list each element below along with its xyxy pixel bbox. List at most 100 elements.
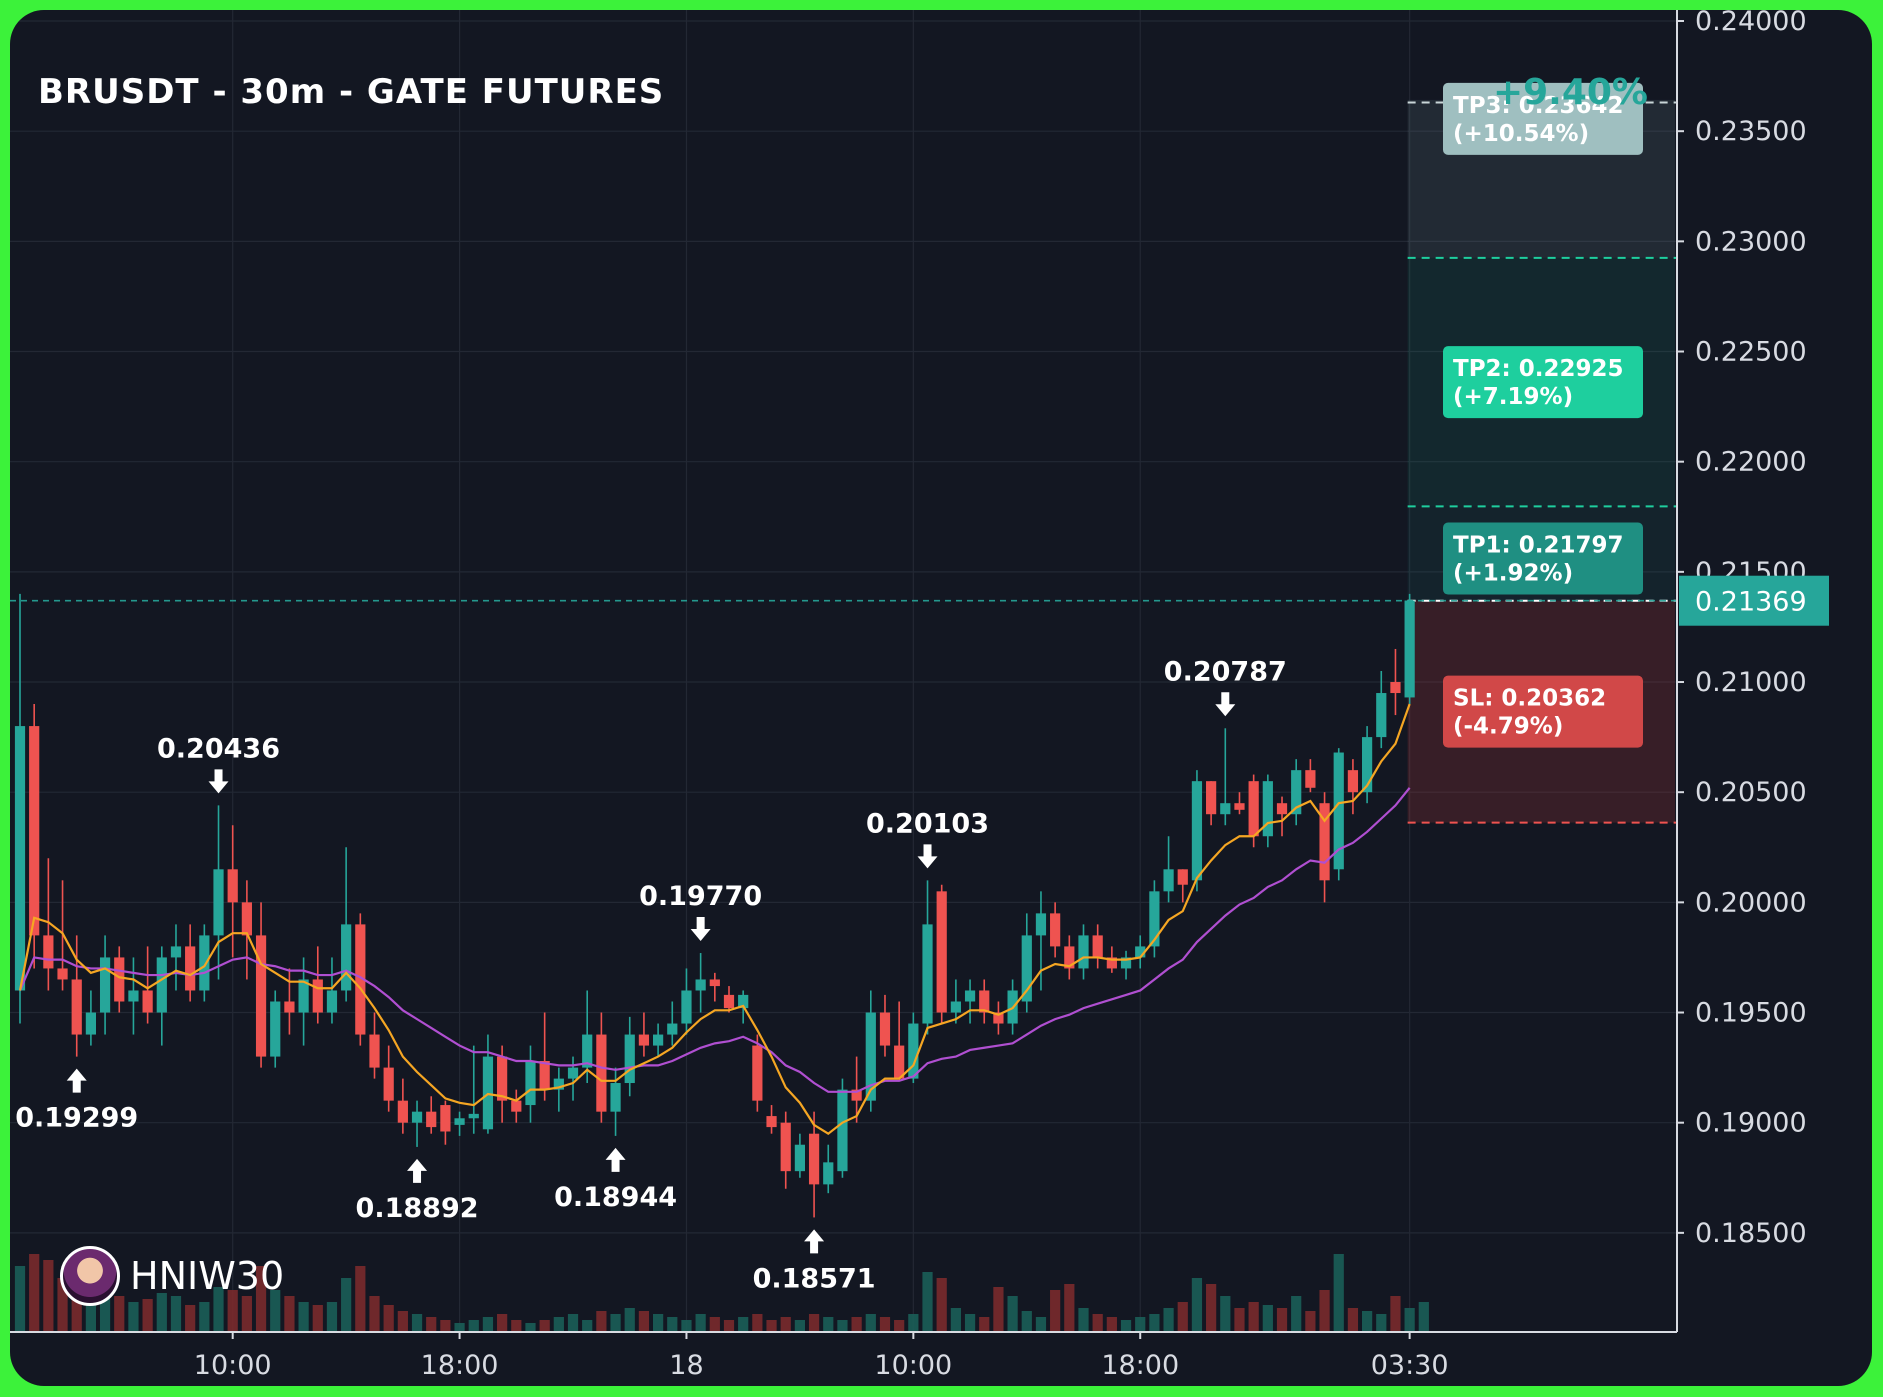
volume-bar: [312, 1305, 323, 1332]
volume-bar: [894, 1320, 905, 1332]
candle-body: [1092, 935, 1103, 958]
volume-bar: [851, 1317, 862, 1332]
volume-bar: [1291, 1296, 1302, 1332]
candle-body: [1291, 770, 1302, 815]
candle-body: [1064, 946, 1075, 969]
arrow-down-icon: [208, 769, 229, 794]
candle-body: [1234, 803, 1245, 810]
volume-bar: [270, 1290, 281, 1332]
candle-body: [185, 946, 196, 991]
volume-bar: [1361, 1311, 1373, 1332]
swing-high-label: 0.19770: [639, 881, 762, 912]
ema-fast-line: [18, 703, 1411, 1136]
swing-low-label: 0.18892: [356, 1193, 479, 1224]
candles: [14, 593, 1415, 1218]
candle-body: [14, 726, 26, 991]
candle-body: [610, 1083, 621, 1112]
volume-bar: [1418, 1302, 1429, 1332]
volume-bar: [511, 1320, 522, 1332]
candle-body: [922, 924, 933, 1024]
volume-bar: [185, 1305, 196, 1332]
volume-bar: [43, 1260, 54, 1332]
tp1-label: TP1: 0.21797(+1.92%): [1443, 522, 1643, 595]
y-tick-label: 0.22000: [1695, 447, 1807, 478]
volume-bar: [582, 1320, 593, 1332]
candle-body: [638, 1034, 650, 1046]
arrow-up-icon: [804, 1229, 825, 1254]
volume-bar: [1064, 1284, 1075, 1332]
candle-body: [723, 994, 735, 1009]
candle-body: [865, 1012, 876, 1101]
chart-frame: 0.19299 0.20436 0.18892 0.18944 0.19770 0.185…: [10, 10, 1872, 1386]
x-tick-label: 10:00: [874, 1350, 952, 1381]
volume-bar: [14, 1266, 26, 1332]
candle-body: [440, 1105, 451, 1132]
volume-bar: [426, 1317, 437, 1332]
price-chart[interactable]: 0.19299 0.20436 0.18892 0.18944 0.19770 0.185…: [10, 10, 1872, 1386]
x-tick-label: 18: [669, 1350, 703, 1381]
candle-body: [766, 1116, 777, 1128]
candle-body: [596, 1034, 607, 1112]
candle-body: [738, 994, 749, 1009]
volume-bar: [1007, 1296, 1018, 1332]
current-price-label: 0.21369: [1695, 587, 1807, 618]
candle-body: [57, 968, 68, 980]
volume-bar: [1021, 1311, 1032, 1332]
total-gain-label: +9.40%: [1492, 72, 1648, 113]
candle-body: [582, 1034, 593, 1068]
swing-low-label: 0.18571: [753, 1263, 876, 1294]
tp3-label-box: [1443, 82, 1643, 155]
volume-bar: [114, 1296, 125, 1332]
volume-bar: [468, 1320, 479, 1332]
candle-body: [312, 979, 323, 1013]
candle-body: [199, 935, 210, 991]
swing-high-label: 0.20436: [157, 733, 280, 764]
candle-body: [227, 869, 238, 903]
candle-body: [497, 1056, 508, 1101]
sl-label: SL: 0.20362(-4.79%): [1443, 675, 1643, 748]
volume-bar: [284, 1296, 295, 1332]
volume-bar: [553, 1317, 564, 1332]
candle-body: [241, 902, 252, 936]
volume-bar: [964, 1314, 976, 1332]
candle-body: [624, 1034, 635, 1084]
watermark: HNIW30: [60, 1246, 284, 1306]
y-tick-label: 0.23000: [1695, 226, 1807, 257]
candle-body: [894, 1045, 905, 1079]
volume-bar: [695, 1314, 706, 1332]
candle-body: [1206, 781, 1217, 815]
candle-body: [695, 979, 706, 991]
volume-bar: [411, 1314, 423, 1332]
volume-bar: [865, 1314, 876, 1332]
volume-bar: [213, 1287, 224, 1332]
candle-body: [1220, 803, 1231, 815]
volume-bar: [1206, 1284, 1217, 1332]
volume-bar: [383, 1305, 394, 1332]
ema-slow-line: [18, 787, 1411, 1093]
candle-body: [341, 924, 352, 991]
candle-body: [156, 957, 167, 1013]
arrow-up-icon: [407, 1158, 428, 1183]
volume-bar: [681, 1320, 692, 1332]
volume-bar: [1262, 1305, 1273, 1332]
volume-bar: [780, 1317, 791, 1332]
candle-body: [851, 1089, 862, 1101]
volume-bar: [1376, 1314, 1387, 1332]
candle-body: [383, 1067, 394, 1101]
candle-body: [468, 1113, 479, 1119]
volume-bar: [326, 1302, 338, 1332]
volume-bar: [1078, 1308, 1089, 1332]
volume-bar: [1333, 1254, 1344, 1332]
candle-body: [326, 990, 338, 1013]
volume-bar: [1319, 1290, 1330, 1332]
candle-body: [1106, 957, 1117, 969]
volume-bar: [652, 1314, 664, 1332]
volume-bar: [596, 1311, 607, 1332]
volume-bar: [1050, 1290, 1061, 1332]
volume-bar: [1191, 1278, 1203, 1332]
candle-body: [270, 1001, 281, 1057]
candle-body: [1177, 869, 1188, 885]
volume-bar: [1106, 1317, 1117, 1332]
volume-bar: [57, 1278, 68, 1332]
x-tick-label: 03:30: [1371, 1350, 1449, 1381]
